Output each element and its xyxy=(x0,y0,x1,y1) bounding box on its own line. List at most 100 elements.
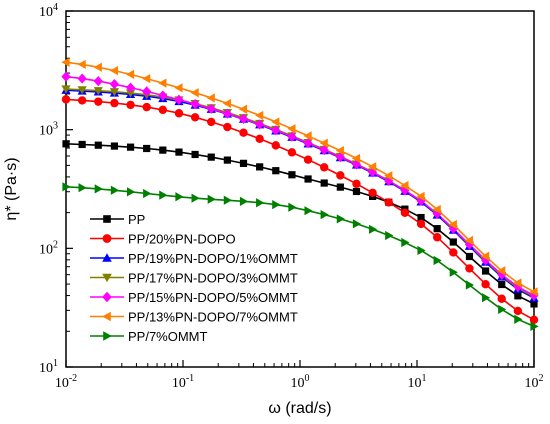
data-point-pp-15-pn-dopo-5-ommt xyxy=(238,113,249,125)
legend-label-pp-13-pn-dopo-7-ommt: PP/13%PN-DOPO/7%OMMT xyxy=(128,310,298,325)
data-point-pp-7-ommt xyxy=(191,193,200,203)
y-tick-base: 10 xyxy=(39,124,53,139)
legend-label-pp: PP xyxy=(128,212,145,227)
legend-marker-pp-7-ommt xyxy=(103,331,112,341)
x-tick-exponent: 1 xyxy=(422,373,427,384)
data-point-pp xyxy=(207,153,215,161)
data-point-pp xyxy=(175,148,183,156)
data-point-pp-7-ommt xyxy=(465,280,475,290)
data-point-pp-13-pn-dopo-7-ommt xyxy=(416,191,425,201)
data-point-pp-7-ommt xyxy=(207,194,216,204)
legend-marker-pp-15-pn-dopo-5-ommt xyxy=(102,291,112,303)
x-tick-base: 10 xyxy=(55,376,69,391)
y-tick-label: 103 xyxy=(39,121,58,139)
data-point-pp-13-pn-dopo-7-ommt xyxy=(206,93,215,103)
legend-marker-pp-13-pn-dopo-7-ommt xyxy=(102,311,111,322)
data-point-pp-13-pn-dopo-7-ommt xyxy=(271,117,280,127)
data-point-pp-20-pn-dopo xyxy=(190,113,200,122)
x-tick-label: 10-1 xyxy=(172,373,194,391)
data-point-pp-15-pn-dopo-5-ommt xyxy=(93,76,103,87)
y-tick-exponent: 3 xyxy=(53,121,58,132)
data-point-pp-15-pn-dopo-5-ommt xyxy=(255,119,265,130)
data-point-pp xyxy=(239,159,248,167)
data-point-pp-17-pn-dopo-3-ommt xyxy=(93,87,103,96)
data-point-pp-7-ommt xyxy=(110,185,120,195)
data-point-pp-7-ommt xyxy=(175,192,184,202)
data-point-pp-20-pn-dopo xyxy=(513,306,523,316)
data-point-pp-13-pn-dopo-7-ommt xyxy=(93,62,102,72)
data-point-pp-20-pn-dopo xyxy=(142,102,151,112)
data-point-pp-7-ommt xyxy=(498,304,507,315)
data-point-pp-20-pn-dopo xyxy=(368,188,377,198)
data-point-pp xyxy=(465,252,474,261)
data-point-pp-7-ommt xyxy=(159,190,168,200)
data-point-pp xyxy=(191,150,199,159)
data-point-pp-13-pn-dopo-7-ommt xyxy=(77,59,86,70)
data-point-pp xyxy=(320,179,328,187)
data-point-pp-7-ommt xyxy=(514,314,523,324)
data-point-pp-7-ommt xyxy=(143,188,152,199)
data-point-pp-20-pn-dopo xyxy=(432,233,442,242)
data-point-pp-20-pn-dopo xyxy=(400,208,410,217)
data-point-pp-15-pn-dopo-5-ommt xyxy=(271,125,281,136)
data-point-pp xyxy=(62,140,70,148)
legend-label-pp-19-pn-dopo-1-ommt: PP/19%PN-DOPO/1%OMMT xyxy=(128,251,298,266)
data-point-pp-15-pn-dopo-5-ommt xyxy=(351,159,362,170)
y-tick-exponent: 4 xyxy=(53,2,58,13)
data-point-pp-20-pn-dopo xyxy=(449,248,458,257)
x-tick-label: 102 xyxy=(525,373,544,391)
data-point-pp-15-pn-dopo-5-ommt xyxy=(174,94,184,105)
x-tick-exponent: 0 xyxy=(305,373,310,384)
data-point-pp-7-ommt xyxy=(320,209,329,220)
data-point-pp-15-pn-dopo-5-ommt xyxy=(384,175,394,187)
data-point-pp-15-pn-dopo-5-ommt xyxy=(206,103,216,114)
y-tick-label: 104 xyxy=(39,2,58,20)
data-point-pp-15-pn-dopo-5-ommt xyxy=(319,144,329,156)
data-point-pp-7-ommt xyxy=(369,224,378,234)
data-point-pp-20-pn-dopo xyxy=(529,315,539,324)
data-point-pp-17-pn-dopo-3-ommt xyxy=(61,85,71,94)
data-point-pp xyxy=(126,143,135,151)
data-point-pp-13-pn-dopo-7-ommt xyxy=(400,180,409,191)
x-axis-title: ω (rad/s) xyxy=(268,400,331,417)
x-tick-label: 10-2 xyxy=(55,373,77,391)
data-point-pp xyxy=(514,292,522,300)
data-point-pp-13-pn-dopo-7-ommt xyxy=(158,78,167,88)
data-point-pp-15-pn-dopo-5-ommt xyxy=(222,108,232,119)
data-point-pp-13-pn-dopo-7-ommt xyxy=(238,104,248,114)
data-point-pp-7-ommt xyxy=(223,195,232,205)
data-point-pp-20-pn-dopo xyxy=(126,100,135,110)
data-point-pp-7-ommt xyxy=(530,321,539,331)
data-point-pp xyxy=(143,144,151,153)
data-point-pp xyxy=(498,280,506,289)
x-tick-label: 101 xyxy=(408,373,427,391)
data-point-pp-20-pn-dopo xyxy=(110,98,119,108)
data-point-pp-7-ommt xyxy=(239,196,249,206)
data-point-pp-7-ommt xyxy=(433,255,442,266)
x-tick-base: 10 xyxy=(408,376,422,391)
data-point-pp-13-pn-dopo-7-ommt xyxy=(432,204,441,215)
data-point-pp-13-pn-dopo-7-ommt xyxy=(142,74,151,84)
data-point-pp-15-pn-dopo-5-ommt xyxy=(61,71,71,82)
x-tick-exponent: -1 xyxy=(186,373,194,384)
y-tick-exponent: 1 xyxy=(53,358,58,369)
data-point-pp-7-ommt xyxy=(417,245,426,256)
data-point-pp-15-pn-dopo-5-ommt xyxy=(464,239,475,250)
data-point-pp-7-ommt xyxy=(256,198,265,208)
data-point-pp-20-pn-dopo xyxy=(207,117,216,127)
legend-marker-pp-19-pn-dopo-1-ommt xyxy=(102,253,112,262)
data-point-pp-13-pn-dopo-7-ommt xyxy=(319,138,328,148)
data-point-pp-7-ommt xyxy=(304,206,313,216)
data-point-pp-13-pn-dopo-7-ommt xyxy=(255,110,264,121)
data-point-pp-20-pn-dopo xyxy=(303,155,313,164)
data-point-pp-13-pn-dopo-7-ommt xyxy=(335,146,344,156)
data-point-pp-20-pn-dopo xyxy=(61,95,71,104)
data-point-pp xyxy=(256,163,264,171)
data-point-pp xyxy=(304,175,312,183)
data-point-pp-7-ommt xyxy=(385,230,394,241)
data-point-pp-15-pn-dopo-5-ommt xyxy=(448,223,458,234)
y-tick-label: 101 xyxy=(39,358,58,376)
data-point-pp-15-pn-dopo-5-ommt xyxy=(368,167,378,178)
data-point-pp-13-pn-dopo-7-ommt xyxy=(368,162,377,172)
